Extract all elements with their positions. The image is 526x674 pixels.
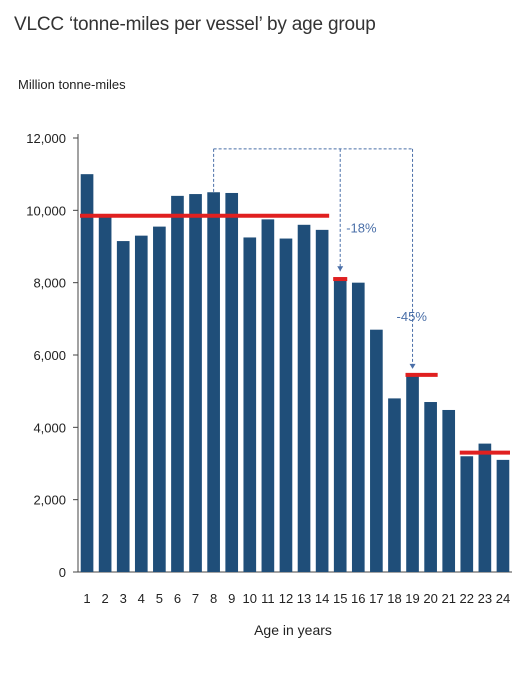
x-tick-label: 19 xyxy=(405,591,419,606)
y-tick-label: 12,000 xyxy=(26,131,66,146)
x-tick-label: 11 xyxy=(261,591,275,606)
x-tick-label: 15 xyxy=(333,591,347,606)
x-tick-label: 6 xyxy=(174,591,181,606)
bar xyxy=(478,443,492,572)
x-tick-label: 8 xyxy=(210,591,217,606)
bar xyxy=(370,329,383,572)
y-tick-label: 6,000 xyxy=(33,348,66,363)
x-tick-label: 4 xyxy=(138,591,145,606)
annotation-arrowhead xyxy=(409,363,416,369)
annotation-label: -45% xyxy=(397,309,428,324)
bar xyxy=(207,192,220,572)
y-tick-label: 4,000 xyxy=(33,420,66,435)
bar xyxy=(80,174,94,572)
x-tick-label: 10 xyxy=(243,591,257,606)
x-axis-label: Age in years xyxy=(254,622,332,638)
bar xyxy=(261,219,275,572)
x-tick-label: 1 xyxy=(83,591,90,606)
bar xyxy=(153,226,166,572)
y-tick-label: 8,000 xyxy=(33,276,66,291)
x-tick-label: 24 xyxy=(496,591,510,606)
y-tick-label: 0 xyxy=(59,565,66,580)
y-tick-label: 10,000 xyxy=(26,203,66,218)
bar xyxy=(279,238,293,572)
y-tick-label: 2,000 xyxy=(33,493,66,508)
bar xyxy=(442,409,456,572)
bar xyxy=(116,241,130,572)
x-tick-label: 2 xyxy=(102,591,109,606)
x-tick-label: 17 xyxy=(369,591,383,606)
chart-title: VLCC ‘tonne-miles per vessel’ by age gro… xyxy=(14,14,376,35)
x-tick-label: 14 xyxy=(315,591,329,606)
bar xyxy=(351,282,365,572)
annotation-label: -18% xyxy=(346,220,377,235)
annotation-arrowhead xyxy=(337,266,344,272)
x-tick-label: 13 xyxy=(297,591,311,606)
bar xyxy=(496,459,510,572)
x-tick-label: 18 xyxy=(387,591,401,606)
x-tick-label: 23 xyxy=(478,591,492,606)
bar xyxy=(460,456,474,572)
bar xyxy=(171,195,184,572)
y-axis-label: Million tonne-miles xyxy=(18,77,126,92)
x-tick-label: 5 xyxy=(156,591,163,606)
bar xyxy=(388,398,401,572)
x-tick-label: 16 xyxy=(351,591,365,606)
bar xyxy=(333,277,347,572)
x-tick-label: 3 xyxy=(120,591,127,606)
bar xyxy=(297,224,311,573)
bar xyxy=(243,237,257,573)
x-tick-label: 7 xyxy=(192,591,199,606)
x-tick-label: 12 xyxy=(279,591,293,606)
bar xyxy=(189,194,202,572)
bar xyxy=(406,374,419,572)
bar xyxy=(424,402,437,572)
x-tick-label: 20 xyxy=(423,591,437,606)
x-tick-label: 21 xyxy=(441,591,455,606)
bar xyxy=(134,235,148,572)
x-tick-label: 9 xyxy=(228,591,235,606)
bar xyxy=(315,229,329,572)
bar xyxy=(98,215,112,572)
x-tick-label: 22 xyxy=(460,591,474,606)
bar xyxy=(225,192,239,572)
